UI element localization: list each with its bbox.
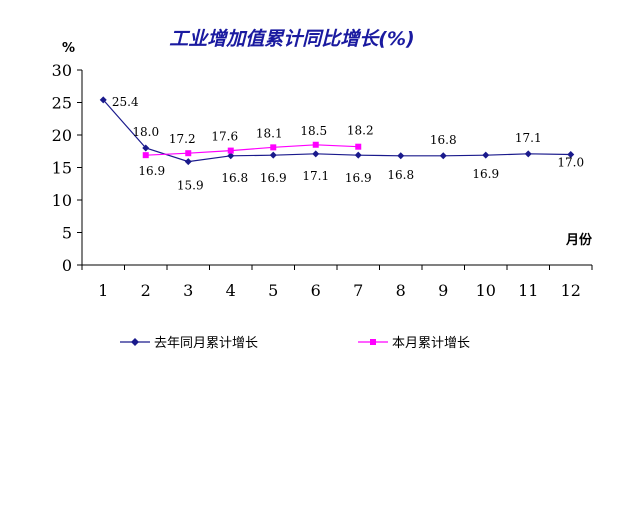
legend-label-last-year: 去年同月累计增长 xyxy=(154,336,258,351)
y-tick-label: 10 xyxy=(52,191,72,210)
y-tick-label: 0 xyxy=(62,256,72,275)
data-point-marker xyxy=(354,151,362,159)
data-point-marker xyxy=(524,150,532,158)
x-tick-label: 7 xyxy=(353,281,363,300)
legend-marker-last-year xyxy=(131,338,139,346)
data-point-marker xyxy=(227,152,235,160)
legend-label-this-month: 本月累计增长 xyxy=(392,336,470,351)
data-point-marker xyxy=(269,151,277,159)
data-label: 16.9 xyxy=(472,167,499,181)
data-label: 15.9 xyxy=(177,179,204,193)
x-tick-label: 10 xyxy=(476,281,496,300)
legend-marker-this-month xyxy=(370,339,376,345)
x-tick-label: 5 xyxy=(268,281,278,300)
data-label: 25.4 xyxy=(112,95,139,109)
data-label: 17.6 xyxy=(211,130,238,144)
data-label: 17.2 xyxy=(169,132,196,146)
y-tick-label: 15 xyxy=(52,159,72,178)
data-label: 17.1 xyxy=(515,131,542,145)
legend: 去年同月累计增长 本月累计增长 xyxy=(120,336,470,351)
data-point-marker xyxy=(567,151,575,158)
series-layer: 25.418.015.916.8 16.9 17.1 16.9 16.816.816.9… xyxy=(99,95,584,193)
x-axis-unit: 月份 xyxy=(565,232,593,248)
data-point-marker xyxy=(185,150,192,157)
x-tick-label: 2 xyxy=(141,281,151,300)
data-label: 16.9 xyxy=(260,171,287,185)
data-label: 16.8 xyxy=(221,171,248,185)
x-tick-label: 1 xyxy=(98,281,108,300)
y-tick-label: 25 xyxy=(52,94,72,113)
data-point-marker xyxy=(270,144,277,151)
x-tick-label: 8 xyxy=(396,281,406,300)
x-tick-label: 9 xyxy=(438,281,448,300)
data-label: 18.2 xyxy=(347,124,374,138)
data-point-marker xyxy=(99,96,107,104)
x-tick-label: 3 xyxy=(183,281,193,300)
data-label: 17.1 xyxy=(302,169,329,183)
data-point-marker xyxy=(397,152,405,160)
data-point-marker xyxy=(142,152,149,159)
data-point-marker xyxy=(312,141,319,148)
y-axis-unit: % xyxy=(62,41,75,56)
data-point-marker xyxy=(439,152,447,160)
x-tick-label: 6 xyxy=(311,281,321,300)
y-tick-label: 30 xyxy=(52,61,72,80)
x-tick-label: 12 xyxy=(561,281,581,300)
chart-title: 工业增加值累计同比增长(%) xyxy=(169,28,414,50)
x-tick-label: 11 xyxy=(518,281,538,300)
series-line xyxy=(102,99,571,163)
data-label: 18.0 xyxy=(132,125,159,139)
data-point-marker xyxy=(355,143,362,150)
data-label: 16.9 xyxy=(138,164,165,178)
data-label: 18.5 xyxy=(300,124,327,138)
data-label: 17.0 xyxy=(557,156,584,170)
y-tick-label: 5 xyxy=(62,224,72,243)
data-label: 18.1 xyxy=(256,126,283,140)
series-0: 25.418.015.916.8 16.9 17.1 16.9 16.816.816.9… xyxy=(99,95,584,193)
y-tick-label: 20 xyxy=(52,126,72,145)
data-label: 16.8 xyxy=(387,168,414,182)
x-tick-label: 4 xyxy=(226,281,236,300)
data-label: 16.9 xyxy=(345,171,372,185)
data-point-marker xyxy=(482,151,490,159)
data-point-marker xyxy=(142,144,150,152)
data-point-marker xyxy=(184,158,192,166)
data-label: 16.8 xyxy=(430,133,457,147)
data-point-marker xyxy=(312,150,320,158)
series-1: 16.9 17.2 17.6 18.1 18.5 18.2 xyxy=(138,124,373,178)
data-point-marker xyxy=(227,147,234,154)
series-line xyxy=(145,144,359,156)
